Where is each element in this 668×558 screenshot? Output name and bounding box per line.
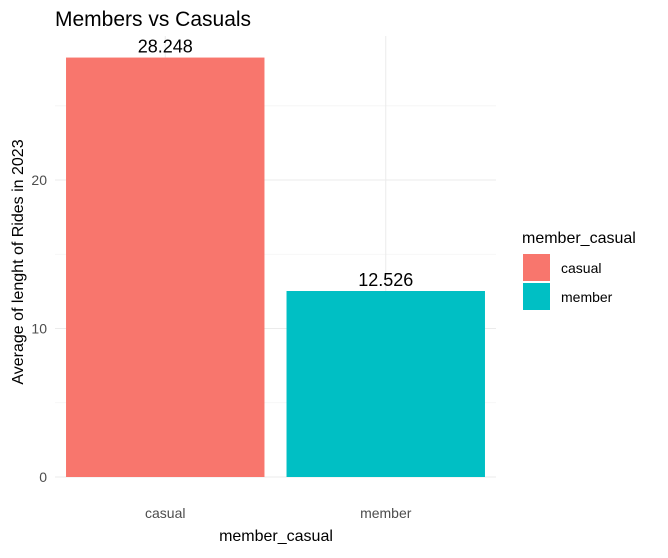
y-axis-title: Average of lenght of Rides in 2023 — [10, 139, 27, 384]
x-tick-label-member: member — [360, 505, 412, 521]
data-label-member: 12.526 — [358, 270, 413, 290]
data-labels: 28.248 12.526 — [138, 37, 414, 290]
axes: 0 10 20 casual member — [31, 172, 411, 521]
data-label-casual: 28.248 — [138, 37, 193, 57]
y-tick-label: 20 — [31, 172, 47, 188]
legend-label-casual: casual — [561, 260, 601, 276]
y-tick-label: 10 — [31, 321, 47, 337]
y-tick-label: 0 — [39, 469, 47, 485]
bar-casual — [66, 57, 265, 478]
legend-swatch-casual — [523, 254, 550, 281]
chart-title: Members vs Casuals — [55, 8, 251, 31]
legend-title: member_casual — [522, 230, 636, 247]
x-tick-label-casual: casual — [145, 505, 185, 521]
legend: member_casual casual member — [522, 230, 636, 310]
legend-swatch-member — [523, 283, 550, 310]
legend-label-member: member — [561, 289, 613, 305]
bars — [66, 57, 485, 478]
x-axis-title: member_casual — [219, 528, 333, 545]
bar-member — [286, 291, 485, 477]
